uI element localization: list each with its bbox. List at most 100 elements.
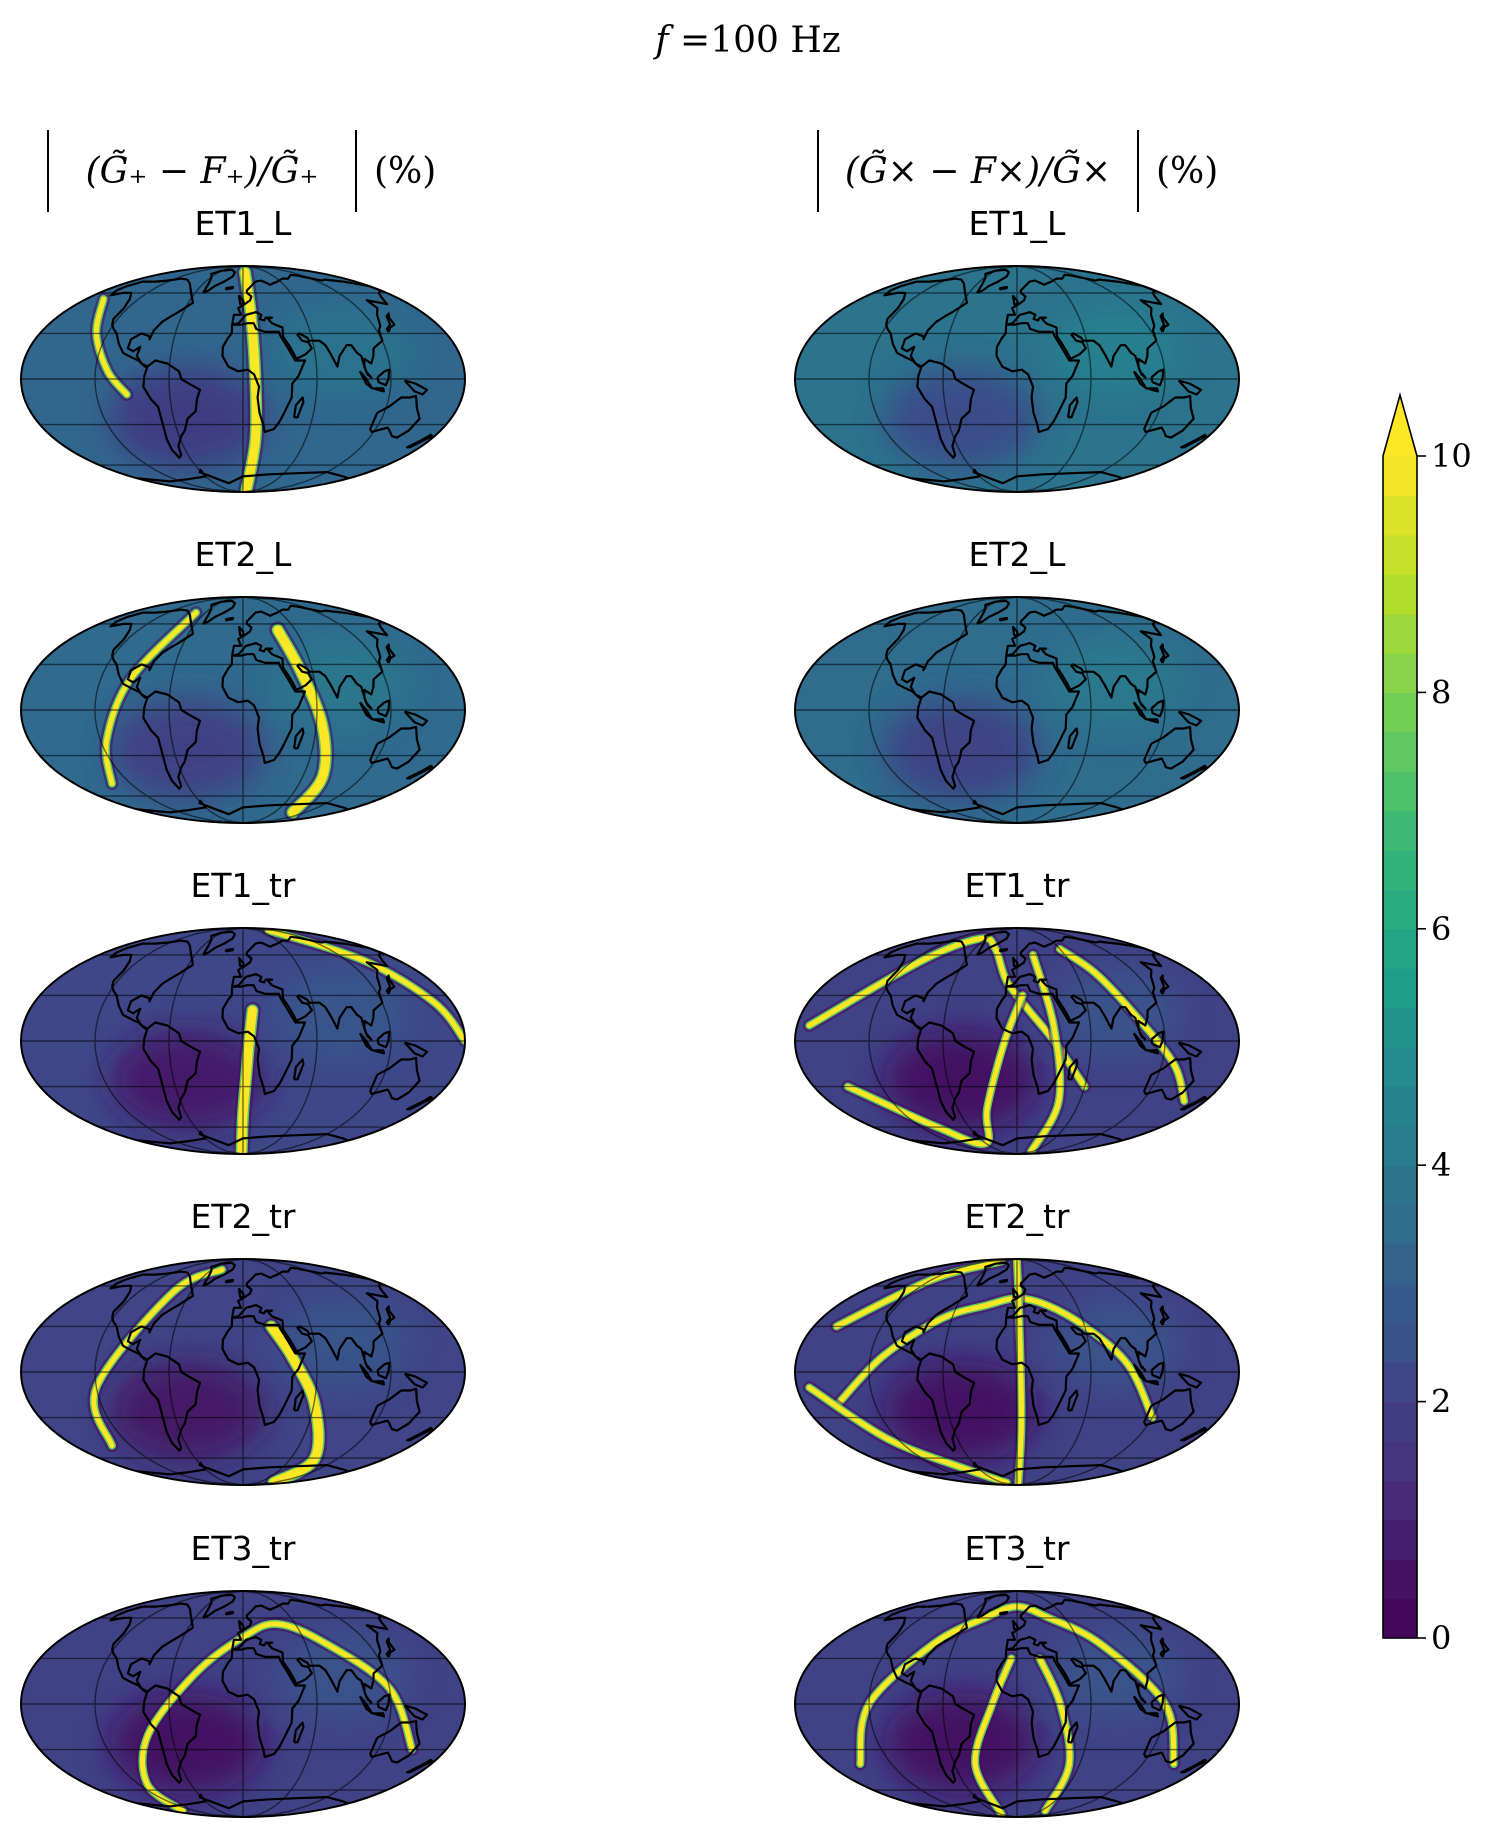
coastline — [142, 1352, 202, 1452]
coastline — [224, 1610, 235, 1616]
coastline — [1177, 710, 1203, 727]
coastline — [1159, 1305, 1170, 1326]
coastline — [1011, 294, 1019, 306]
coastlines — [883, 930, 1208, 1147]
panels: ET1_L ET1_L ET2_L ET2_L ET1_tr ET1_tr ET2_tr ET… — [20, 204, 1240, 1818]
coastline — [224, 285, 235, 291]
coastline — [1132, 1695, 1148, 1715]
coastline — [403, 1041, 429, 1058]
colorbar-segment — [1383, 1007, 1417, 1048]
coastline — [403, 1372, 429, 1389]
colorbar-segment — [1383, 1047, 1417, 1087]
coastline — [1177, 379, 1203, 396]
colorbar-tick-label: 10 — [1431, 437, 1472, 475]
coastline — [237, 294, 245, 306]
meridian — [868, 597, 1018, 823]
meridian — [168, 597, 244, 823]
panel-title: ET1_tr — [190, 866, 295, 905]
coastline — [406, 1095, 434, 1111]
coastline — [372, 387, 386, 393]
coastline — [995, 653, 1081, 764]
coastline — [1011, 1619, 1019, 1631]
meridian — [1016, 1591, 1092, 1817]
map-panel-ET1_L-cross: ET1_L — [794, 204, 1240, 493]
meridian — [1016, 597, 1166, 823]
coastline — [1146, 1380, 1160, 1386]
coastlines — [883, 1261, 1208, 1478]
graticule — [795, 1259, 1239, 1485]
coastline — [1011, 625, 1019, 637]
band-2 — [1014, 1259, 1025, 1485]
coastline — [998, 1610, 1009, 1616]
coastline — [237, 1287, 245, 1299]
map-outline — [20, 596, 466, 824]
coastlines — [109, 268, 434, 485]
coastline — [403, 379, 429, 396]
coastline — [142, 690, 202, 790]
coastline — [916, 690, 976, 790]
coastline — [406, 1426, 434, 1442]
coastline — [1180, 1758, 1208, 1774]
coastline — [1180, 433, 1208, 449]
panel-title: ET3_tr — [964, 1529, 1069, 1568]
coastline — [137, 799, 349, 816]
coastline — [1150, 368, 1165, 387]
coastline — [976, 1261, 1011, 1287]
colorbar-segment — [1383, 1519, 1417, 1560]
coastline — [231, 1266, 389, 1372]
graticule — [21, 928, 465, 1154]
coastline — [883, 277, 968, 368]
coastline — [1067, 1058, 1079, 1081]
meridian — [168, 266, 244, 492]
coastline — [1143, 1719, 1195, 1764]
coastline — [231, 604, 389, 710]
coastline — [1150, 1693, 1165, 1712]
map-panel-ET2_L-plus: ET2_L — [20, 535, 466, 824]
coastline — [998, 285, 1009, 291]
coastline — [376, 1693, 391, 1712]
map-outline — [20, 1258, 466, 1486]
coastline — [916, 1684, 976, 1784]
coastline — [1067, 396, 1079, 419]
panel-title: ET2_tr — [190, 1197, 295, 1236]
coastline — [109, 277, 194, 368]
coastline — [1132, 1363, 1148, 1383]
coastline — [369, 394, 421, 439]
coastline — [1132, 370, 1148, 390]
coastline — [376, 699, 391, 718]
coastline — [1143, 1056, 1195, 1101]
coastlines — [883, 599, 1208, 816]
coastline — [385, 1305, 396, 1326]
graticule — [21, 597, 465, 823]
coastline — [231, 273, 389, 379]
coastline — [1067, 1721, 1079, 1744]
meridian — [942, 928, 1018, 1154]
panel-title: ET1_tr — [964, 866, 1069, 905]
coastline — [1143, 725, 1195, 770]
panel-title: ET1_L — [969, 204, 1067, 243]
column-title-plus-math: (G̃₊ − F₊)/G̃₊ — [86, 150, 319, 192]
meridian — [242, 1591, 318, 1817]
coastline — [1177, 1372, 1203, 1389]
band-1 — [972, 1655, 1014, 1817]
coastline — [237, 625, 245, 637]
coastline — [202, 1261, 237, 1287]
coastline — [1177, 1704, 1203, 1721]
coastline — [202, 599, 237, 625]
graticule — [795, 928, 1239, 1154]
coastlines — [109, 930, 434, 1147]
coastline — [1159, 643, 1170, 664]
coastline — [1180, 1095, 1208, 1111]
coastline — [137, 1461, 349, 1478]
meridian — [242, 1259, 392, 1485]
coastline — [202, 268, 237, 294]
coastline — [911, 1461, 1123, 1478]
coastline — [358, 701, 374, 721]
map-panel-ET2_tr-cross: ET2_tr — [794, 1197, 1240, 1486]
meridian — [242, 928, 392, 1154]
graticule — [21, 266, 465, 492]
coastline — [1067, 727, 1079, 750]
coastline — [385, 974, 396, 995]
colorbar-tick-label: 4 — [1431, 1146, 1451, 1184]
map-panel-ET1_tr-plus: ET1_tr — [20, 866, 466, 1155]
